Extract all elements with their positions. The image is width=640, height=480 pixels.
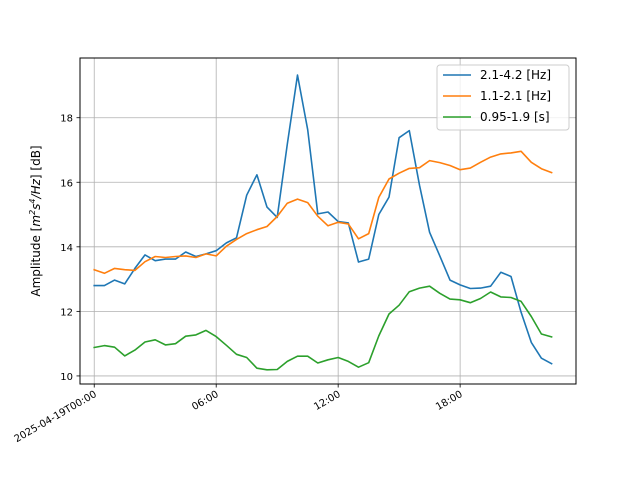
x-tick-label: 06:00 xyxy=(190,389,220,413)
legend-label-3: 0.95-1.9 [s] xyxy=(480,110,550,124)
legend-box xyxy=(436,64,570,131)
y-tick-label: 16 xyxy=(60,178,73,189)
y-axis: 10 12 14 16 18 xyxy=(60,114,80,383)
x-tick-label: 2025-04-19T00:00 xyxy=(13,389,99,445)
series-line-3 xyxy=(93,285,553,371)
legend: 2.1-4.2 [Hz] 1.1-2.1 [Hz] 0.95-1.9 [s] xyxy=(436,64,570,131)
y-tick-label: 10 xyxy=(60,372,73,383)
legend-label-2: 1.1-2.1 [Hz] xyxy=(480,89,551,103)
y-tick-label: 12 xyxy=(60,307,73,318)
series-line-1 xyxy=(93,74,553,365)
x-tick-label: 12:00 xyxy=(312,389,342,413)
legend-label-1: 2.1-4.2 [Hz] xyxy=(480,68,551,82)
plot-frame xyxy=(79,57,577,385)
series-lines xyxy=(93,74,553,371)
y-tick-label: 14 xyxy=(60,243,73,254)
y-axis-label: Amplitude [m2s4/Hz] [dB] xyxy=(28,145,43,296)
x-axis: 2025-04-19T00:00 06:00 12:00 18:00 xyxy=(13,384,465,445)
series-line-2 xyxy=(93,150,553,275)
x-tick-label: 18:00 xyxy=(434,389,464,413)
y-tick-label: 18 xyxy=(60,114,73,125)
